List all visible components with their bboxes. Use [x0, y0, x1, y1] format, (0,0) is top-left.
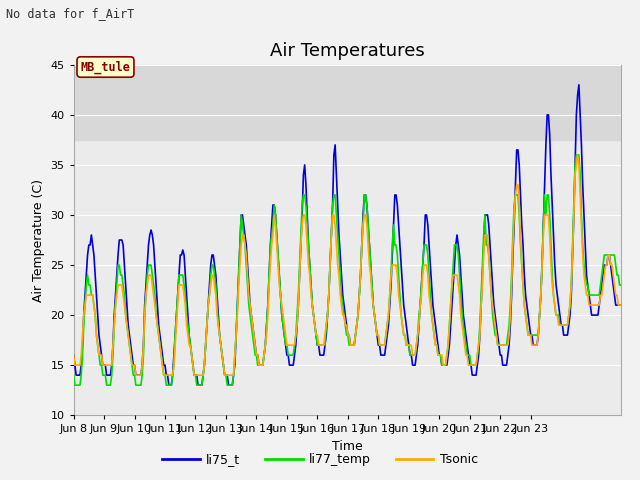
Legend: li75_t, li77_temp, Tsonic: li75_t, li77_temp, Tsonic [157, 448, 483, 471]
Y-axis label: Air Temperature (C): Air Temperature (C) [32, 179, 45, 301]
Text: No data for f_AirT: No data for f_AirT [6, 7, 134, 20]
X-axis label: Time: Time [332, 440, 363, 453]
Bar [74, 65, 621, 140]
Title: Air Temperatures: Air Temperatures [270, 42, 424, 60]
Text: MB_tule: MB_tule [81, 60, 131, 73]
